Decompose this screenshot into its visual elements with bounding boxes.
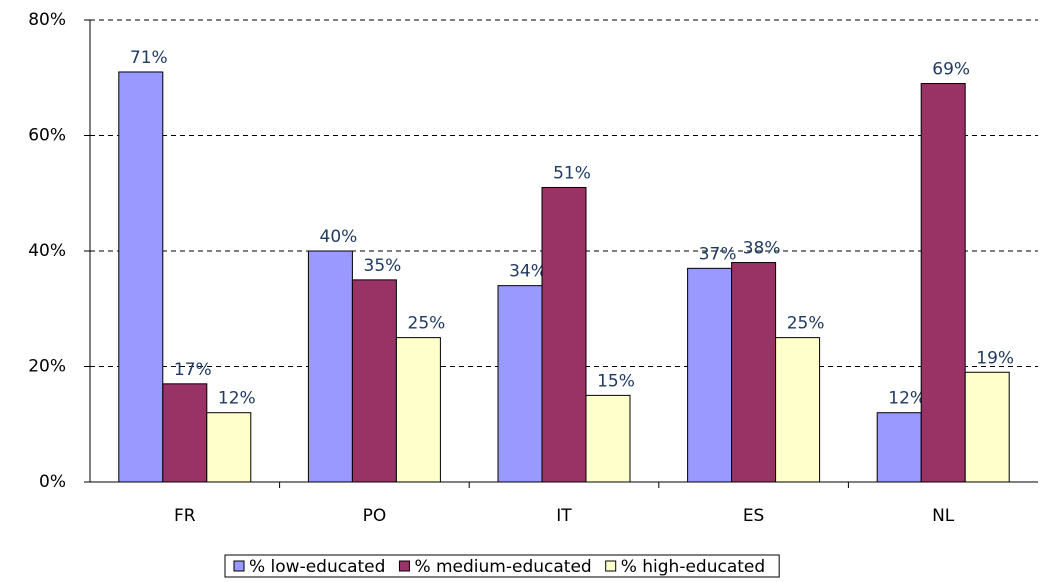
bar: [687, 267, 733, 483]
value-label: 37%: [699, 244, 737, 264]
legend-swatch: [605, 560, 617, 572]
y-tick-label: 20%: [28, 357, 66, 377]
value-label: 51%: [553, 163, 591, 183]
value-label: 12%: [888, 389, 926, 409]
legend-swatch: [398, 560, 410, 572]
value-label: 40%: [320, 227, 358, 247]
bar: [162, 383, 208, 483]
bar: [775, 337, 821, 483]
x-tick-label: IT: [556, 506, 572, 526]
value-label: 34%: [509, 262, 547, 282]
bar: [876, 412, 922, 483]
bar: [395, 337, 441, 483]
x-tick-label: PO: [363, 506, 387, 526]
bar: [964, 371, 1010, 483]
value-label: 25%: [787, 314, 825, 334]
bar: [351, 279, 397, 483]
value-label: 17%: [174, 360, 212, 380]
x-tick-label: FR: [174, 506, 196, 526]
legend-label: % high-educated: [621, 557, 765, 577]
value-label: 25%: [408, 314, 446, 334]
legend-box: [224, 554, 780, 578]
x-tick-label: ES: [743, 506, 765, 526]
y-tick-label: 80%: [28, 10, 66, 30]
y-tick-label: 0%: [39, 472, 66, 492]
bar: [118, 71, 164, 483]
y-tick-label: 40%: [28, 241, 66, 261]
bar: [920, 83, 966, 483]
value-label: 19%: [976, 348, 1014, 368]
value-label: 38%: [743, 239, 781, 259]
value-label: 12%: [218, 389, 256, 409]
x-tick-label: NL: [932, 506, 955, 526]
bar: [585, 394, 631, 483]
value-label: 71%: [130, 48, 168, 68]
value-label: 35%: [364, 256, 402, 276]
legend-label: % low-educated: [249, 557, 385, 577]
bar: [731, 262, 777, 483]
value-label: 69%: [932, 60, 970, 80]
bar: [497, 285, 543, 483]
value-label: 15%: [597, 371, 635, 391]
bar: [307, 250, 353, 483]
bar: [541, 186, 587, 483]
bar: [206, 412, 252, 483]
legend-label: % medium-educated: [414, 557, 591, 577]
legend-swatch: [233, 560, 245, 572]
y-tick-label: 60%: [28, 126, 66, 146]
